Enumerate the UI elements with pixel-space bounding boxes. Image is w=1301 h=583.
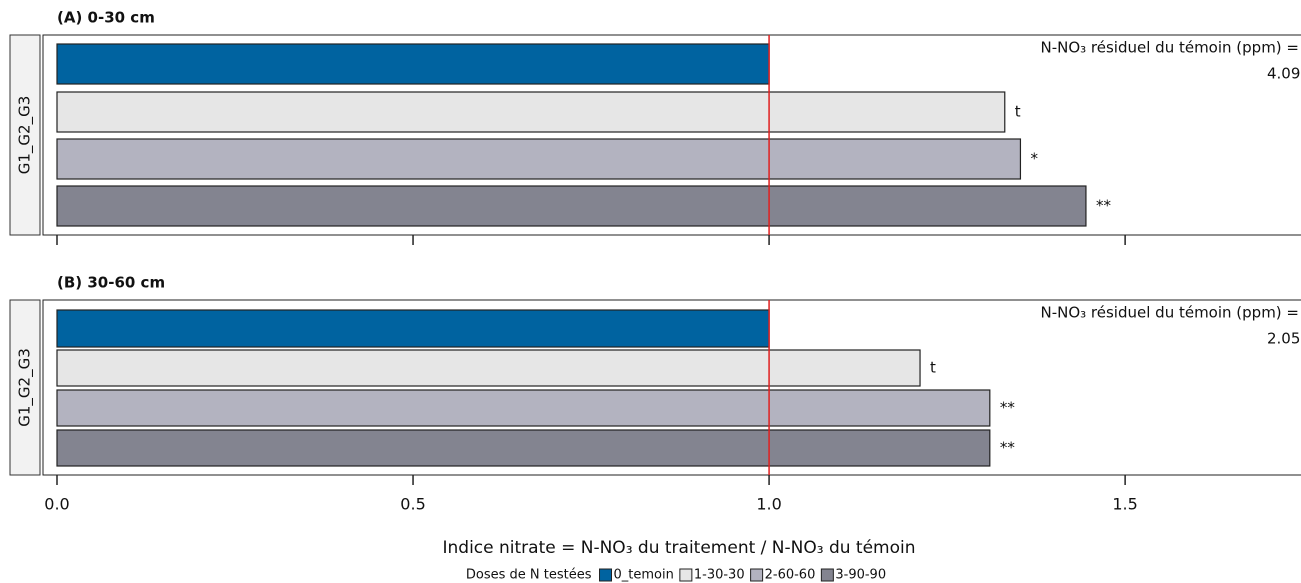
bar [56,138,1022,180]
strip-label: G1_G2_G3 [16,348,35,427]
bar [56,309,770,348]
x-axis-label: Indice nitrate = N-NO₃ du traitement / N… [442,538,915,558]
legend-label: 1-30-30 [694,568,745,583]
bar [56,91,1006,133]
strip [9,34,41,236]
legend-label: 0_temoin [614,568,674,583]
legend-label: 2-60-60 [765,568,816,583]
x-tick-label: 1.5 [1112,495,1137,514]
bar-annotation: t [930,359,936,377]
bar-annotation: ** [1000,399,1016,417]
strip [9,299,41,476]
bar [56,43,770,85]
legend-label: 3-90-90 [835,568,886,583]
panel-frame [42,34,1301,236]
panel-frame [42,299,1301,476]
legend-swatch [750,568,764,582]
bar-annotation: ** [1096,197,1112,215]
bar-annotation: t [1015,103,1021,121]
bar-annotation: ** [1000,439,1016,457]
legend-title: Doses de N testées [466,568,592,583]
note: N-NO₃ résiduel du témoin (ppm) = [1040,39,1299,57]
bar [56,429,991,467]
bar [56,185,1087,227]
bar [56,349,921,387]
note: N-NO₃ résiduel du témoin (ppm) = [1040,304,1299,322]
legend-swatch [820,568,834,582]
note-value: 2.05 [1267,330,1300,348]
x-tick-label: 1.0 [756,495,781,514]
legend-swatch [679,568,693,582]
panel-title: (B) 30-60 cm [57,274,165,292]
legend: Doses de N testées 0_temoin 1-30-30 2-60-60… [466,568,886,583]
strip-label: G1_G2_G3 [16,96,35,175]
panel-title: (A) 0-30 cm [57,9,155,27]
note-value: 4.09 [1267,65,1300,83]
x-tick-label: 0.5 [400,495,425,514]
legend-swatch [599,568,613,582]
bar-annotation: * [1030,150,1038,168]
x-tick-label: 0.0 [44,495,69,514]
bar [56,389,991,427]
